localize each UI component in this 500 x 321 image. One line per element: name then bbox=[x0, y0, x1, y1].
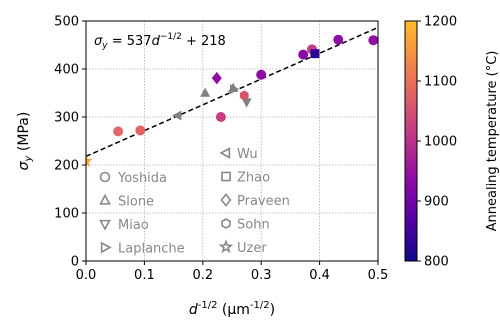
y-tick-label: 200 bbox=[54, 159, 79, 174]
legend: Yoshida Slone Miao Laplanche Wu Zhao Praveen So… bbox=[99, 147, 290, 257]
data-point-star bbox=[86, 153, 93, 167]
x-tick-label: 0.3 bbox=[251, 268, 272, 283]
data-point-hexagon bbox=[239, 90, 249, 101]
legend-label: Laplanche bbox=[118, 242, 185, 257]
legend-marker-triangle-down bbox=[99, 219, 111, 231]
data-point-triangle-up bbox=[200, 87, 211, 97]
legend-label: Zhao bbox=[237, 171, 270, 186]
y-tick-label: 400 bbox=[54, 63, 79, 78]
colorbar-ticks: 800 900 1000 1100 1200 bbox=[417, 15, 457, 270]
legend-marker-triangle-up bbox=[99, 193, 111, 205]
plot-area bbox=[86, 21, 378, 261]
data-point-triangle-right bbox=[230, 84, 240, 95]
colorbar-tick-label: 1200 bbox=[424, 15, 457, 30]
y-tick-label: 500 bbox=[54, 15, 79, 30]
y-axis-label: σy (MPa) bbox=[16, 112, 34, 171]
data-points bbox=[86, 34, 378, 167]
data-point-circle bbox=[333, 34, 344, 45]
x-tick-label: 0.5 bbox=[368, 268, 389, 283]
legend-marker-hexagon bbox=[221, 218, 231, 229]
data-point-circle bbox=[135, 125, 146, 136]
data-point-circle bbox=[113, 126, 124, 137]
legend-label: Yoshida bbox=[117, 171, 167, 186]
x-axis-label: d-1/2 (μm-1/2) bbox=[189, 300, 275, 318]
legend-label: Slone bbox=[118, 195, 154, 210]
legend-label: Miao bbox=[118, 218, 149, 233]
x-tick-label: 0.1 bbox=[134, 268, 155, 283]
legend-marker-triangle-right bbox=[100, 241, 112, 254]
y-tick-label: 300 bbox=[54, 111, 79, 126]
legend-label: Wu bbox=[237, 147, 258, 162]
data-point-triangle-down bbox=[241, 98, 252, 108]
x-tick-label: 0.4 bbox=[309, 268, 330, 283]
data-point-diamond bbox=[211, 71, 222, 85]
colorbar-tick-label: 1000 bbox=[424, 135, 457, 150]
data-point-circle bbox=[256, 69, 267, 80]
y-tick-label: 100 bbox=[54, 207, 79, 222]
fit-line-path bbox=[86, 26, 378, 158]
fit-equation: σy = 537d−1/2 + 218 bbox=[94, 32, 226, 51]
colorbar-tick-label: 800 bbox=[424, 255, 449, 270]
colorbar-label: Annealing temperature (°C) bbox=[485, 51, 500, 232]
legend-marker-circle bbox=[99, 171, 111, 183]
legend-marker-star bbox=[218, 239, 234, 254]
colorbar-tick-label: 900 bbox=[424, 195, 449, 210]
legend-marker-triangle-left bbox=[219, 147, 231, 159]
x-axis-ticks: 0.0 0.1 0.2 0.3 0.4 0.5 bbox=[76, 261, 389, 283]
x-tick-label: 0.2 bbox=[192, 268, 213, 283]
legend-marker-diamond bbox=[220, 193, 232, 207]
data-point-circle bbox=[368, 35, 378, 46]
legend-label: Uzer bbox=[237, 241, 267, 256]
data-point-circle bbox=[298, 49, 309, 60]
legend-label: Praveen bbox=[237, 194, 290, 209]
y-tick-label: 0 bbox=[71, 255, 79, 270]
colorbar-tick-label: 1100 bbox=[424, 75, 457, 90]
x-tick-label: 0.0 bbox=[76, 268, 97, 283]
legend-label: Sohn bbox=[237, 218, 270, 233]
data-point-square bbox=[310, 49, 320, 59]
colorbar bbox=[404, 20, 418, 262]
plot-frame bbox=[85, 20, 379, 262]
legend-marker-square bbox=[221, 171, 231, 182]
grid bbox=[86, 21, 378, 261]
data-point-triangle-left bbox=[172, 110, 182, 121]
data-point-circle bbox=[215, 112, 226, 122]
y-axis-ticks: 0 100 200 300 400 500 bbox=[54, 15, 86, 270]
fit-line bbox=[86, 26, 378, 158]
